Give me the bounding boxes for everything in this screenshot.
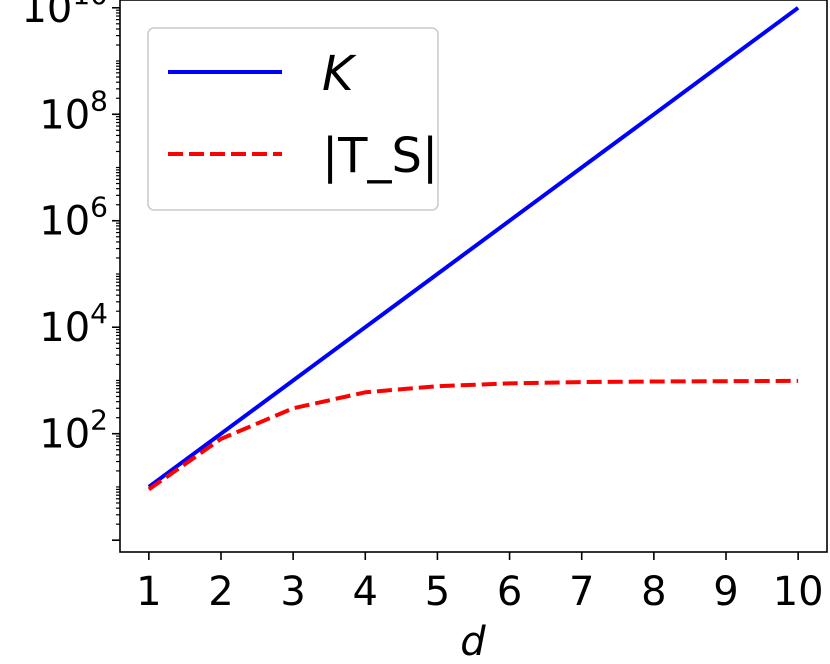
y-tick-label: 1010 <box>21 0 108 32</box>
x-tick-label: 1 <box>136 569 161 615</box>
series-line-1 <box>147 378 799 492</box>
series-layer <box>147 6 800 492</box>
x-tick-label: 2 <box>208 569 233 615</box>
y-tick-label: 108 <box>39 84 108 138</box>
x-tick-label: 9 <box>713 569 738 615</box>
x-tick-label: 10 <box>773 569 824 615</box>
y-axis: 102 104 106 108 1010 <box>21 0 120 541</box>
y-tick-label: 106 <box>39 191 108 245</box>
x-tick-label: 5 <box>425 569 450 615</box>
x-tick-label: 3 <box>280 569 305 615</box>
legend: K |T_S| <box>147 27 439 211</box>
x-axis: 1 2 3 4 5 6 7 8 9 10 <box>136 552 824 615</box>
series-line-0 <box>147 6 800 489</box>
legend-k-label: K <box>322 46 357 102</box>
x-axis-label: d <box>460 619 486 664</box>
x-tick-label: 6 <box>497 569 522 615</box>
y-tick-label: 102 <box>39 404 108 458</box>
x-tick-label: 4 <box>353 569 378 615</box>
y-tick-label: 104 <box>39 297 108 351</box>
x-tick-label: 7 <box>569 569 594 615</box>
legend-ts-label: |T_S| <box>322 128 438 184</box>
x-tick-label: 8 <box>641 569 666 615</box>
